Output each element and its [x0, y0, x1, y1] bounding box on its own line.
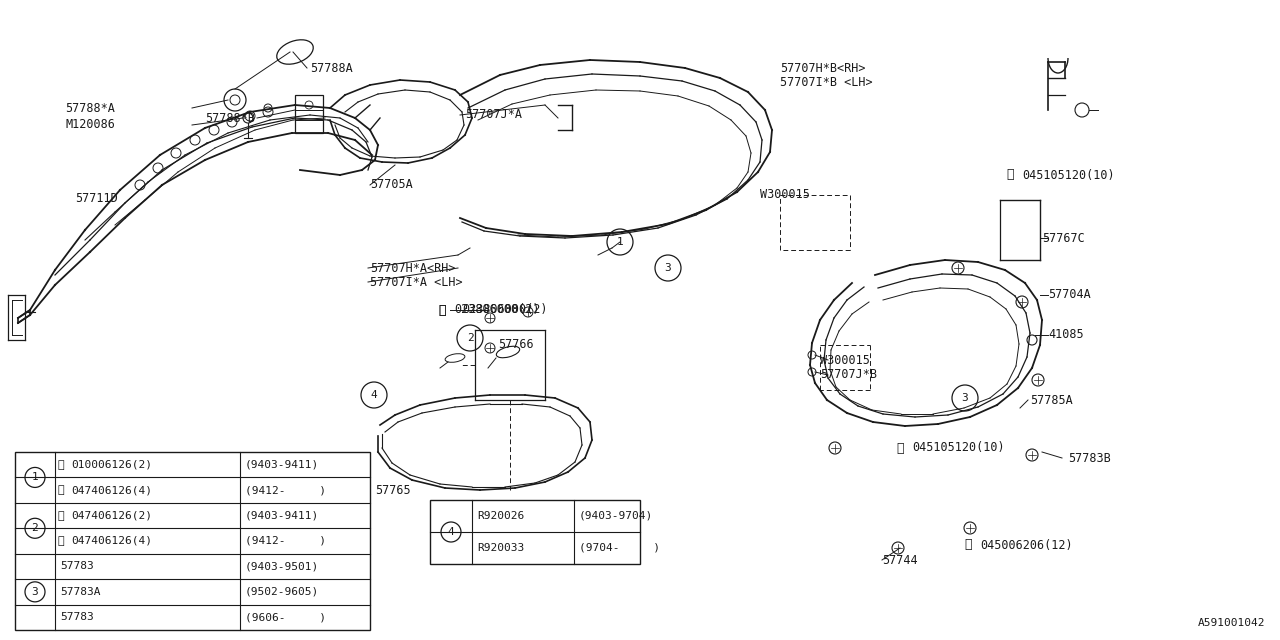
Text: 045105120(10): 045105120(10) — [1021, 168, 1115, 182]
Text: Ⓑ: Ⓑ — [58, 485, 64, 495]
Text: Ⓢ: Ⓢ — [964, 538, 972, 552]
Text: 023806000(2): 023806000(2) — [454, 303, 539, 317]
Text: (9412-     ): (9412- ) — [244, 536, 326, 546]
Text: 57707J*B: 57707J*B — [820, 369, 877, 381]
Text: 57767C: 57767C — [1042, 232, 1084, 244]
Text: 57783: 57783 — [60, 612, 93, 622]
Text: 57707H*A<RH>: 57707H*A<RH> — [370, 262, 456, 275]
Text: 2: 2 — [467, 333, 474, 343]
Text: 57707I*B <LH>: 57707I*B <LH> — [780, 76, 873, 88]
Text: (9502-9605): (9502-9605) — [244, 587, 319, 597]
Text: 4: 4 — [371, 390, 378, 400]
Text: (9403-9501): (9403-9501) — [244, 561, 319, 572]
Text: 1: 1 — [617, 237, 623, 247]
Text: Ⓝ: Ⓝ — [438, 303, 445, 317]
Text: 57788*A: 57788*A — [65, 102, 115, 115]
Text: R920033: R920033 — [477, 543, 525, 553]
Text: W300015: W300015 — [760, 189, 810, 202]
Text: Ⓢ: Ⓢ — [58, 511, 64, 520]
Text: 57704A: 57704A — [1048, 289, 1091, 301]
Text: 57707I*A <LH>: 57707I*A <LH> — [370, 275, 462, 289]
Text: R920026: R920026 — [477, 511, 525, 521]
Text: Ⓝ: Ⓝ — [438, 303, 445, 317]
Text: M120086: M120086 — [65, 118, 115, 131]
Text: W300015: W300015 — [820, 353, 870, 367]
Text: (9606-     ): (9606- ) — [244, 612, 326, 622]
Text: 41085: 41085 — [1048, 328, 1084, 342]
Text: (9412-     ): (9412- ) — [244, 485, 326, 495]
Text: A591001042: A591001042 — [1198, 618, 1265, 628]
Text: 047406126(4): 047406126(4) — [70, 536, 152, 546]
Text: 045105120(10): 045105120(10) — [911, 442, 1005, 454]
Text: 57783A: 57783A — [60, 587, 101, 597]
Text: 3: 3 — [32, 587, 38, 597]
Text: 047406126(4): 047406126(4) — [70, 485, 152, 495]
Text: 57707J*A: 57707J*A — [465, 109, 522, 122]
Text: (9704-     ): (9704- ) — [579, 543, 660, 553]
Text: 3: 3 — [664, 263, 672, 273]
Text: Ⓢ: Ⓢ — [1006, 168, 1014, 182]
Text: 4: 4 — [448, 527, 454, 537]
Text: 57711D: 57711D — [76, 191, 118, 205]
Text: 047406126(2): 047406126(2) — [70, 511, 152, 520]
Text: 045006206(12): 045006206(12) — [980, 538, 1073, 552]
Text: 3: 3 — [961, 393, 969, 403]
Text: (9403-9411): (9403-9411) — [244, 460, 319, 470]
Text: 2: 2 — [32, 524, 38, 533]
Text: 57765: 57765 — [375, 483, 411, 497]
Bar — [15, 452, 370, 630]
Text: 57744: 57744 — [882, 554, 918, 566]
Text: 010006126(2): 010006126(2) — [70, 460, 152, 470]
Text: 57707H*B<RH>: 57707H*B<RH> — [780, 61, 865, 74]
Bar — [430, 500, 640, 564]
Text: 57788*B: 57788*B — [205, 111, 255, 125]
Text: 023806000(2): 023806000(2) — [462, 303, 548, 317]
Text: Ⓑ: Ⓑ — [58, 460, 64, 470]
Text: (9403-9704): (9403-9704) — [579, 511, 653, 521]
Text: (9403-9411): (9403-9411) — [244, 511, 319, 520]
Text: 57783B: 57783B — [1068, 451, 1111, 465]
Text: 57788A: 57788A — [310, 61, 353, 74]
Text: 1: 1 — [32, 472, 38, 483]
Text: 57783: 57783 — [60, 561, 93, 572]
Text: 57705A: 57705A — [370, 179, 412, 191]
Text: 57785A: 57785A — [1030, 394, 1073, 406]
Text: 57766: 57766 — [498, 339, 534, 351]
Text: Ⓢ: Ⓢ — [896, 442, 904, 454]
Bar — [294, 95, 323, 133]
Text: Ⓢ: Ⓢ — [58, 536, 64, 546]
